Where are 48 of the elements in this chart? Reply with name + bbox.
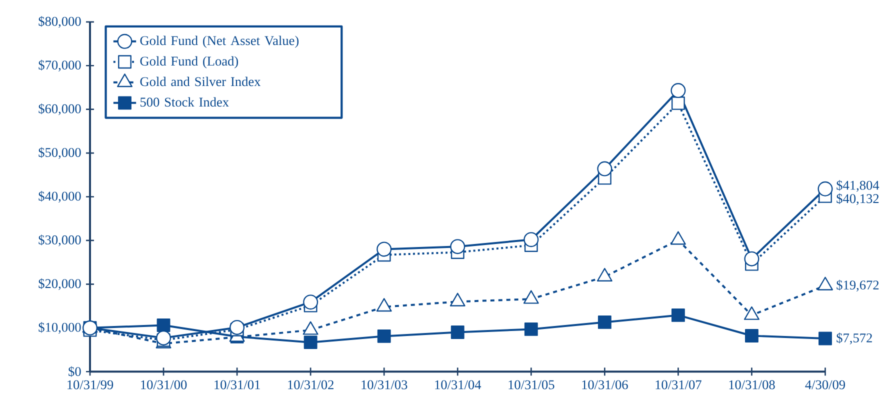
legend-label: Gold and Silver Index [140, 76, 261, 86]
y-tick-label: $0 [68, 366, 81, 377]
y-tick-label: $20,000 [38, 278, 81, 290]
point [376, 241, 392, 256]
y-tick-label: $10,000 [38, 322, 81, 334]
point [156, 330, 172, 346]
x-tick-label: 10/31/02 [288, 380, 334, 390]
x-tick-label: 10/31/06 [582, 380, 628, 390]
point [230, 320, 245, 335]
data-label: $7,572 [836, 332, 872, 344]
y-tick-label: $50,000 [38, 146, 81, 159]
x-tick-label: 10/31/08 [729, 380, 775, 390]
x-tick-label: 10/31/05 [508, 380, 554, 390]
point [745, 328, 758, 342]
y-tick-label: $40,000 [38, 190, 81, 202]
point [818, 181, 833, 196]
point [818, 332, 832, 345]
point [377, 329, 391, 343]
point [524, 322, 538, 336]
point [671, 308, 685, 322]
y-tick-label: $80,000 [38, 16, 81, 28]
x-tick-label: 10/31/07 [656, 380, 702, 390]
point [670, 82, 686, 98]
x-tick-label: 10/31/99 [68, 380, 114, 390]
point [671, 96, 685, 110]
x-tick-label: 4/30/09 [805, 380, 845, 390]
point [524, 232, 539, 247]
point [303, 294, 318, 310]
point [450, 325, 464, 339]
y-tick-label: $30,000 [38, 234, 81, 246]
x-tick-label: 10/31/00 [141, 380, 187, 390]
y-tick-label: $60,000 [38, 103, 81, 115]
legend-label: 500 Stock Index [140, 97, 229, 106]
x-tick-label: 10/31/03 [362, 380, 408, 390]
point [744, 251, 760, 266]
point [598, 315, 612, 329]
data-label: $19,672 [836, 280, 879, 292]
legend-label: Gold Fund (Load) [140, 56, 238, 68]
point [597, 161, 612, 176]
y-tick-label: $70,000 [38, 60, 81, 72]
point [156, 318, 170, 332]
data-label: $41,804 [836, 180, 880, 192]
data-label: $40,132 [836, 193, 879, 205]
x-tick-label: 10/31/04 [435, 380, 482, 390]
x-tick-label: 10/31/01 [214, 380, 260, 390]
legend-label: Gold Fund (Net Asset Value) [140, 36, 299, 48]
point [450, 238, 466, 254]
point [304, 335, 318, 349]
